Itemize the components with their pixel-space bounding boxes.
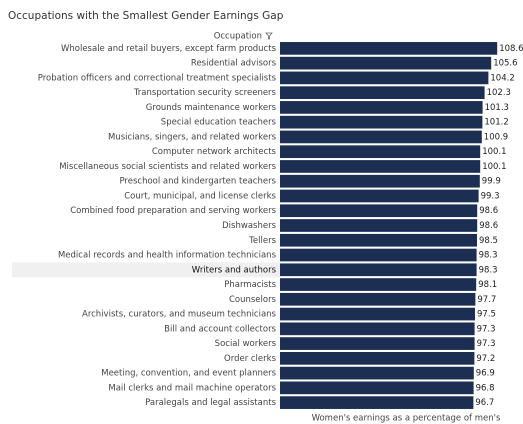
bar [280, 366, 474, 380]
y-tick-label: Special education teachers [161, 118, 277, 128]
value-label: 100.1 [482, 147, 506, 157]
bar [280, 351, 475, 365]
y-tick-label: Preschool and kindergarten teachers [119, 177, 276, 187]
bar [280, 337, 475, 350]
y-tick-label: Paralegals and legal assistants [145, 398, 276, 408]
y-header[interactable]: Occupation [214, 32, 262, 42]
y-tick-label: Court, municipal, and license clerks [124, 191, 276, 201]
value-label: 101.3 [485, 103, 509, 113]
value-label: 96.8 [476, 383, 495, 393]
y-tick-label: Mail clerks and mail machine operators [108, 383, 276, 393]
bar [280, 42, 498, 55]
bar [280, 189, 479, 203]
x-axis-label: Women's earnings as a percentage of men'… [312, 414, 501, 424]
filter-icon[interactable] [265, 32, 273, 40]
y-tick-label: Transportation security screeners [133, 88, 277, 98]
value-label: 97.3 [477, 339, 496, 349]
value-label: 98.5 [479, 236, 498, 246]
y-tick-label: Tellers [248, 236, 276, 246]
y-tick-label: Bill and account collectors [164, 324, 276, 334]
y-tick-label: Order clerks [224, 354, 277, 364]
chart-title: Occupations with the Smallest Gender Ear… [8, 10, 284, 22]
value-label: 96.7 [475, 398, 494, 408]
y-tick-label: Counselors [229, 295, 277, 305]
bar [280, 130, 482, 144]
y-tick-label: Residential advisors [191, 59, 277, 69]
value-label: 98.6 [479, 221, 498, 231]
y-tick-label: Dishwashers [222, 221, 276, 231]
y-tick-label: Meeting, convention, and event planners [101, 369, 276, 379]
row-highlight [12, 262, 280, 278]
y-tick-label: Medical records and health information t… [58, 251, 277, 261]
bar [280, 292, 476, 306]
value-label: 99.3 [481, 191, 500, 201]
bar [280, 233, 477, 247]
value-label: 105.6 [493, 59, 517, 69]
y-tick-label: Computer network architects [152, 147, 277, 157]
value-label: 98.1 [478, 280, 497, 290]
value-label: 97.7 [477, 295, 496, 305]
bar [280, 381, 474, 395]
value-label: 98.3 [479, 251, 498, 261]
y-tick-label: Writers and authors [192, 265, 277, 275]
value-label: 99.9 [482, 177, 501, 187]
y-tick-label: Combined food preparation and serving wo… [70, 206, 276, 216]
y-tick-label: Social workers [215, 339, 277, 349]
value-label: 101.2 [484, 118, 508, 128]
value-label: 97.3 [477, 324, 496, 334]
value-label: 100.1 [482, 162, 506, 172]
bar [280, 56, 492, 70]
bar [280, 219, 478, 232]
bar [280, 101, 483, 114]
bar [280, 204, 478, 218]
bar [280, 174, 480, 188]
bar [280, 71, 489, 85]
y-tick-label: Miscellaneous social scientists and rela… [59, 162, 276, 172]
y-tick-label: Archivists, curators, and museum technic… [82, 310, 277, 320]
y-tick-label: Pharmacists [224, 280, 276, 290]
bar [280, 263, 477, 277]
value-label: 97.2 [476, 354, 495, 364]
y-tick-label: Grounds maintenance workers [146, 103, 277, 113]
value-label: 104.2 [490, 73, 514, 83]
bar [280, 307, 475, 321]
bar [280, 396, 474, 409]
y-tick-label: Wholesale and retail buyers, except farm… [61, 44, 277, 54]
value-label: 100.9 [484, 132, 508, 142]
bar [280, 145, 481, 159]
value-label: 98.3 [479, 265, 498, 275]
value-label: 108.6 [499, 44, 523, 54]
y-tick-label: Musicians, singers, and related workers [108, 132, 277, 142]
value-label: 96.9 [476, 369, 495, 379]
bar [280, 322, 475, 336]
value-label: 97.5 [477, 310, 496, 320]
bar [280, 278, 477, 291]
value-label: 98.6 [479, 206, 498, 216]
bar [280, 115, 483, 129]
value-label: 102.3 [487, 88, 511, 98]
bar [280, 248, 477, 262]
y-tick-label: Probation officers and correctional trea… [38, 73, 277, 83]
bar [280, 86, 485, 100]
bar [280, 160, 481, 173]
